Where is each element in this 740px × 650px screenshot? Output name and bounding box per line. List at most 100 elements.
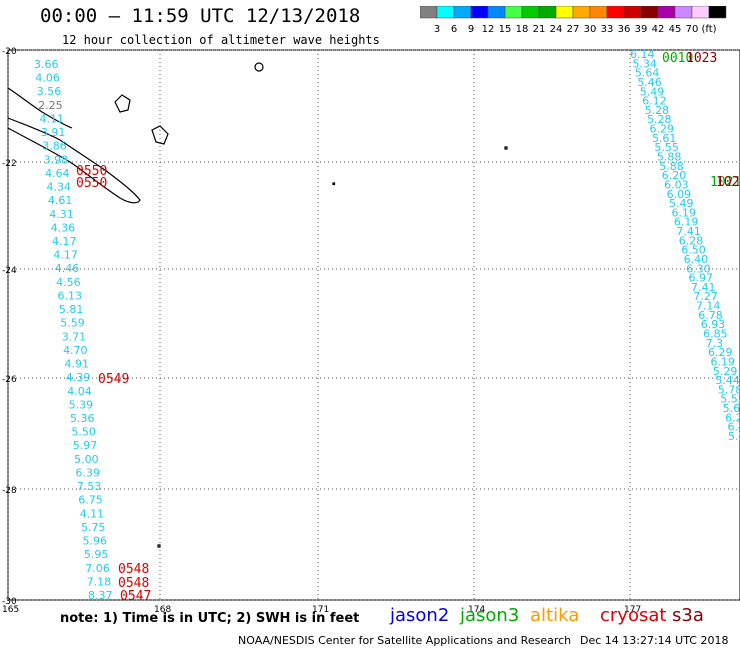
wave-height-value: 5.5 [728, 430, 740, 443]
footer-note: note: 1) Time is in UTC; 2) SWH is in fe… [60, 611, 360, 626]
wave-height-value: 5.50 [71, 426, 96, 439]
wave-height-value: 4.11 [80, 507, 105, 520]
legend-label: (ft) [701, 24, 716, 35]
legend-label: 70 [686, 24, 699, 35]
wave-height-value: 6.40 [684, 253, 709, 266]
wave-height-value: 4.46 [55, 262, 79, 275]
pass-time-label: 0548 [118, 562, 149, 577]
wave-height-value: 6.12 [642, 95, 667, 108]
lon-label: 171 [312, 605, 329, 615]
legend-label: 36 [618, 24, 631, 35]
map-frame [7, 49, 740, 601]
wave-height-value: 6.19 [674, 216, 699, 229]
loyalty-island [114, 94, 131, 113]
graticule [7, 49, 740, 601]
left-track-values: 3.664.063.562.254.113.913.863.984.644.34… [34, 58, 113, 602]
pass-time-label: 0548 [118, 576, 149, 591]
legend-label: 21 [533, 24, 546, 35]
wave-height-value: 3.91 [41, 126, 66, 139]
legend-label: 27 [567, 24, 580, 35]
lon-label: 174 [468, 605, 485, 615]
wave-height-value: 5.44 [715, 374, 740, 387]
lon-label: 165 [2, 605, 19, 615]
wave-height-value: 8.37 [88, 589, 113, 602]
wave-height-value: 6.93 [701, 318, 726, 331]
legend-label: 3 [434, 24, 440, 35]
pass-time-label: 1023 [686, 51, 717, 66]
wave-height-value: 6.19 [671, 206, 696, 219]
page-subtitle: 12 hour collection of altimeter wave hei… [62, 33, 380, 47]
island-dot [504, 146, 508, 150]
wave-height-value: 6.29 [708, 346, 733, 359]
legend-label: 18 [516, 24, 529, 35]
wave-height-value: 6.29 [650, 123, 675, 136]
wave-height-value: 6.50 [681, 244, 706, 257]
wave-height-value: 7.41 [691, 281, 716, 294]
wave-height-value: 6.85 [703, 328, 728, 341]
wave-height-value: 5.49 [640, 85, 665, 98]
lat-label: -24 [2, 266, 17, 276]
wave-height-value: 5.61 [652, 132, 677, 145]
satellite-jason2: jason2 [390, 605, 450, 626]
wave-height-value: 5.39 [69, 398, 94, 411]
wave-height-value: 7.53 [77, 480, 102, 493]
wave-height-value: 5.78 [718, 383, 740, 396]
satellite-s3a: s3a [672, 605, 704, 626]
legend-label: 30 [584, 24, 597, 35]
lat-label: -22 [2, 159, 17, 169]
wave-height-value: 4.36 [51, 221, 76, 234]
wave-height-value: 4.56 [56, 276, 81, 289]
wave-height-value: 6.2 [725, 411, 740, 424]
wave-height-value: 6.4 [728, 421, 740, 434]
lon-label: 177 [624, 605, 641, 615]
wave-height-value: 6.19 [710, 355, 735, 368]
pass-time-label: 0550 [76, 164, 107, 179]
wave-height-value: 4.70 [63, 344, 87, 357]
wave-height-value: 5.75 [81, 521, 106, 534]
wave-height-value: 5.28 [645, 104, 670, 117]
wave-height-value: 5.46 [637, 76, 662, 89]
wave-height-value: 5.52 [720, 393, 740, 406]
island-small [254, 62, 264, 72]
legend-label: 33 [601, 24, 614, 35]
wave-height-value: 5.29 [713, 365, 738, 378]
wave-height-value: 5.88 [659, 160, 684, 173]
legend-swatch [708, 6, 727, 19]
pass-time-label: 0549 [98, 372, 129, 387]
wave-height-value: 4.39 [66, 371, 91, 384]
legend-label: 6 [451, 24, 457, 35]
pass-time-label: 1021 [710, 175, 740, 190]
footer-timestamp: Dec 14 13:27:14 UTC 2018 [580, 634, 729, 647]
pass-time-label: 0550 [76, 176, 107, 191]
wave-height-value: 5.34 [632, 57, 657, 70]
wave-height-value: 4.04 [67, 385, 92, 398]
wave-height-value: 5.49 [669, 197, 694, 210]
wave-height-value: 6.14 [630, 48, 655, 61]
new-caledonia-coast-inner [7, 87, 73, 129]
wave-height-value: 5.36 [70, 412, 95, 425]
legend-label: 12 [482, 24, 495, 35]
right-track-values: 6.145.345.645.465.496.125.285.286.295.61… [630, 48, 740, 443]
wave-height-value: 5.59 [60, 317, 85, 330]
axis-labels: 165 168 171 174 177 -20 -22 -24 -26 -28 -30 [2, 47, 641, 615]
wave-height-value: 7.27 [693, 290, 718, 303]
pass-time-label: 1021 [716, 175, 740, 190]
wave-height-value: 4.11 [40, 112, 65, 125]
pass-time-label: 0010 [662, 51, 693, 66]
wave-height-value: 5.55 [654, 141, 679, 154]
wave-height-value: 4.91 [64, 358, 89, 371]
wave-height-value: 6.09 [667, 188, 692, 201]
wave-height-value: 5.81 [59, 303, 84, 316]
lat-label: -20 [2, 47, 17, 57]
satellite-jason3: jason3 [460, 605, 520, 626]
loyalty-island-2 [151, 125, 169, 145]
wave-height-value: 3.86 [42, 140, 67, 153]
wave-height-value: 6.28 [679, 234, 704, 247]
new-caledonia-coast [7, 117, 141, 204]
wave-height-value: 4.17 [52, 235, 77, 248]
wave-height-value: 7.3 [706, 337, 724, 350]
wave-height-value: 6.13 [58, 289, 83, 302]
legend-label: 9 [468, 24, 474, 35]
wave-height-value: 6.20 [662, 169, 687, 182]
